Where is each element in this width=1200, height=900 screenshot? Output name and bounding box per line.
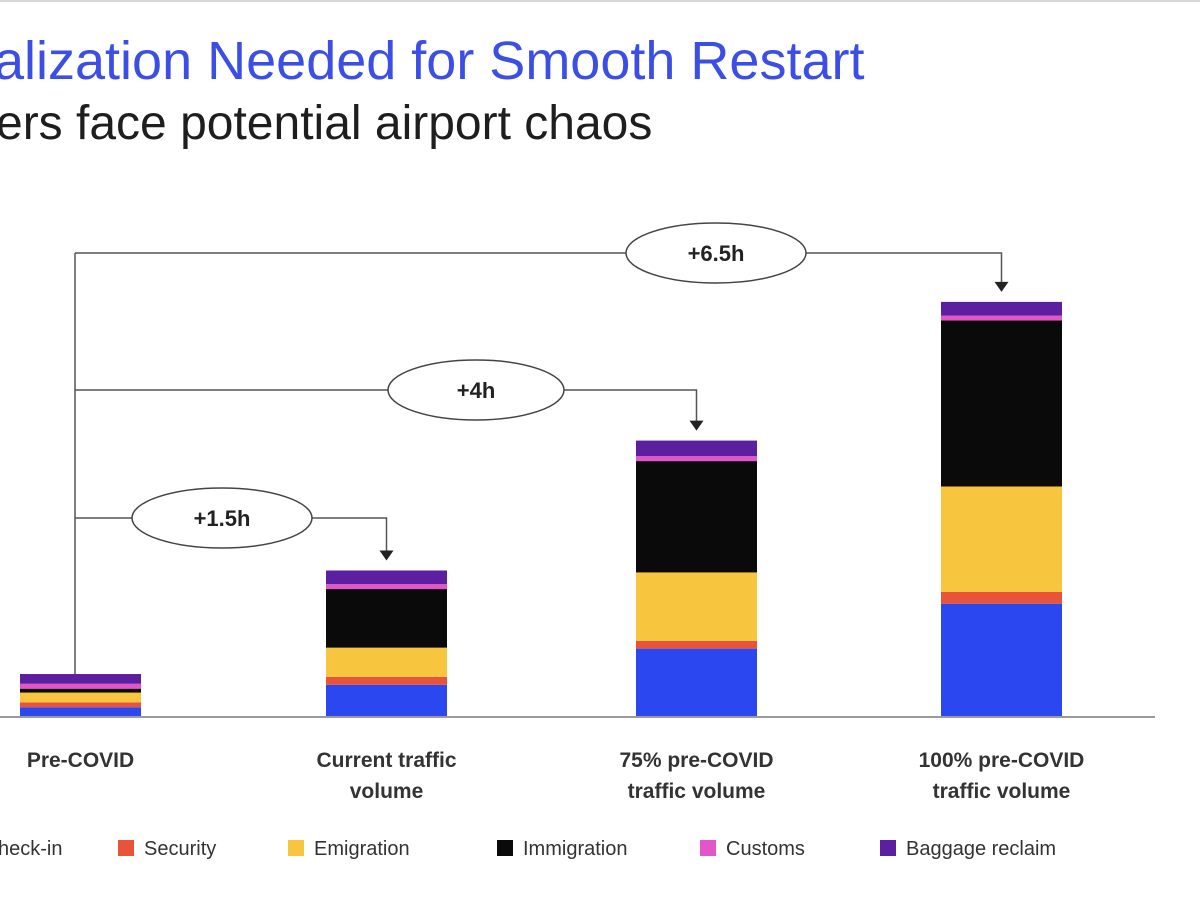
annotation-arrowhead-2: [689, 420, 704, 431]
bar-3-customs: [636, 456, 757, 462]
bar-1-customs: [20, 683, 141, 689]
annotation-label-1: +1.5h: [194, 506, 251, 531]
category-label-3-line-1: 75% pre-COVID: [619, 749, 773, 772]
bar-4-heck-in: [941, 603, 1062, 717]
category-label-4-line-2: traffic volume: [933, 780, 1071, 803]
legend-label-customs: Customs: [726, 838, 805, 860]
annotation-bubble-2: [387, 359, 565, 421]
legend-label-emigration: Emigration: [314, 838, 410, 860]
legend-swatch-customs: [700, 840, 716, 856]
bar-4-security: [941, 591, 1062, 604]
annotation-connector-3: [75, 252, 1003, 284]
bar-1-immigration: [20, 688, 141, 693]
legend-label-baggage-reclaim: Baggage reclaim: [906, 838, 1056, 860]
bar-2-baggage-reclaim: [326, 570, 447, 585]
bar-2-customs: [326, 584, 447, 590]
legend-label-security: Security: [144, 838, 216, 860]
annotation-label-2: +4h: [457, 378, 496, 403]
bar-2-security: [326, 676, 447, 685]
bar-3-emigration: [636, 572, 757, 641]
annotation-bubble-3: [625, 222, 807, 284]
annotation-bubble-1: [131, 487, 313, 549]
legend-swatch-baggage-reclaim: [880, 840, 896, 856]
legend-item-customs: Customs: [700, 838, 805, 860]
legend-item-heck-in: heck-in: [0, 838, 62, 860]
bar-2-heck-in: [326, 684, 447, 717]
bar-1-security: [20, 702, 141, 708]
annotation-1: +1.5h: [75, 487, 394, 561]
legend-item-security: Security: [118, 838, 216, 860]
chart-title: alization Needed for Smooth Restart: [0, 31, 865, 91]
category-label-2-line-1: Current traffic: [316, 749, 456, 772]
annotation-label-3: +6.5h: [688, 241, 745, 266]
category-label-3-line-2: traffic volume: [628, 780, 766, 803]
annotation-connector-2: [75, 389, 698, 423]
annotation-arrowhead-1: [379, 550, 394, 561]
legend-swatch-security: [118, 840, 134, 856]
bar-1-baggage-reclaim: [20, 674, 141, 684]
bar-4-baggage-reclaim: [941, 301, 1062, 316]
bar-1-emigration: [20, 692, 141, 703]
annotation-arrowhead-3: [994, 281, 1009, 292]
chart-subtitle: ers face potential airport chaos: [0, 97, 653, 150]
bar-3-security: [636, 640, 757, 649]
bar-4-customs: [941, 315, 1062, 321]
annotation-3: +6.5h: [75, 222, 1009, 292]
category-label-2-line-2: volume: [350, 780, 424, 803]
top-divider: [0, 0, 1200, 2]
bar-3-baggage-reclaim: [636, 440, 757, 457]
annotation-2: +4h: [75, 359, 704, 431]
bar-4-immigration: [941, 320, 1062, 487]
bar-3-heck-in: [636, 648, 757, 717]
legend-item-immigration: Immigration: [497, 838, 627, 860]
bar-2-immigration: [326, 589, 447, 648]
legend-swatch-immigration: [497, 840, 513, 856]
category-label-4-line-1: 100% pre-COVID: [919, 749, 1085, 772]
legend-swatch-emigration: [288, 840, 304, 856]
bar-3-immigration: [636, 461, 757, 573]
bar-4-emigration: [941, 486, 1062, 592]
legend-item-baggage-reclaim: Baggage reclaim: [880, 838, 1056, 860]
legend-label-heck-in: heck-in: [0, 838, 62, 860]
legend-label-immigration: Immigration: [523, 838, 627, 860]
bar-1-heck-in: [20, 707, 141, 717]
bar-2-emigration: [326, 647, 447, 677]
legend-item-emigration: Emigration: [288, 838, 410, 860]
category-label-1-line-1: Pre-COVID: [27, 749, 134, 772]
